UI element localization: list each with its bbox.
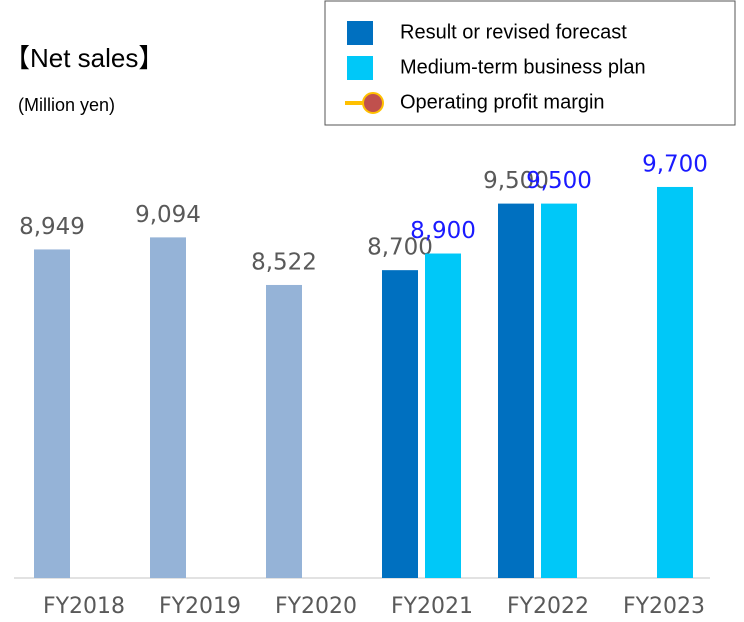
data-label: 8,900	[410, 218, 476, 244]
legend-swatch	[347, 56, 373, 80]
bar	[382, 270, 418, 578]
data-label: 8,700	[367, 235, 433, 261]
bar	[541, 203, 577, 578]
x-tick-label: FY2019	[159, 594, 241, 619]
data-label: 9,500	[526, 168, 592, 194]
bar	[34, 249, 70, 578]
legend-swatch	[347, 21, 373, 45]
bar	[498, 203, 534, 578]
x-tick-label: FY2023	[623, 594, 705, 619]
bar	[425, 253, 461, 578]
legend-box	[324, 0, 736, 126]
chart-title: 【Net sales】	[4, 43, 164, 73]
bar	[657, 186, 693, 578]
data-label: 8,522	[251, 249, 317, 275]
data-label: 8,949	[19, 214, 85, 240]
legend-marker	[362, 92, 384, 114]
data-label: 9,700	[642, 151, 708, 177]
x-tick-label: FY2022	[507, 594, 589, 619]
chart-subtitle: (Million yen)	[18, 95, 115, 115]
bar	[150, 237, 186, 578]
legend-label: Operating profit margin	[400, 91, 605, 113]
x-tick-label: FY2018	[43, 594, 125, 619]
x-tick-label: FY2021	[391, 594, 473, 619]
legend-label: Medium-term business plan	[400, 56, 646, 78]
legend-label: Result or revised forecast	[400, 21, 627, 43]
data-label: 9,500	[483, 168, 549, 194]
x-tick-label: FY2020	[275, 594, 357, 619]
data-label: 9,094	[135, 202, 201, 228]
bar	[266, 284, 302, 578]
